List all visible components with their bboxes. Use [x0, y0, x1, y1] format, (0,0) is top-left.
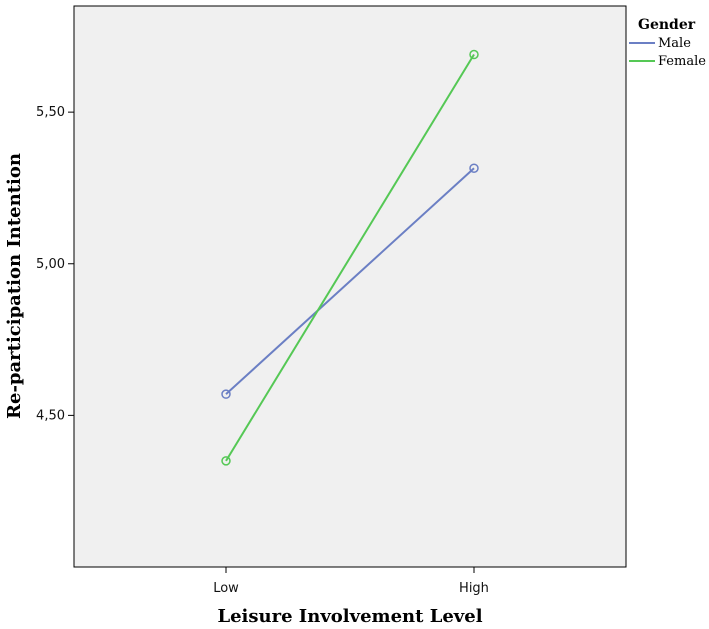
x-axis-title: Leisure Involvement Level — [217, 606, 482, 627]
series-line-male — [225, 167, 475, 395]
data-point-female — [469, 49, 479, 60]
legend-title: Gender — [638, 17, 696, 33]
y-axis-title: Re-participation Intention — [4, 153, 25, 419]
legend: Gender Male Female — [629, 17, 706, 69]
y-tick-label: 5,50 — [36, 105, 65, 120]
x-tick-label: High — [459, 581, 489, 596]
series-group — [221, 49, 479, 466]
data-point-female — [221, 456, 231, 466]
data-point-male — [469, 163, 479, 173]
legend-label-female: Female — [658, 54, 706, 69]
y-tick-label: 4,50 — [36, 408, 65, 423]
data-point-male — [221, 389, 231, 399]
x-tick-label: Low — [213, 581, 239, 596]
legend-label-male: Male — [658, 36, 691, 51]
y-axis-ticks: 4,50 5,00 5,50 — [36, 105, 74, 423]
series-line-female — [225, 53, 475, 462]
plot-area-background — [73, 5, 627, 568]
y-tick-label: 5,00 — [36, 257, 65, 272]
x-axis-ticks: Low High — [213, 567, 489, 596]
